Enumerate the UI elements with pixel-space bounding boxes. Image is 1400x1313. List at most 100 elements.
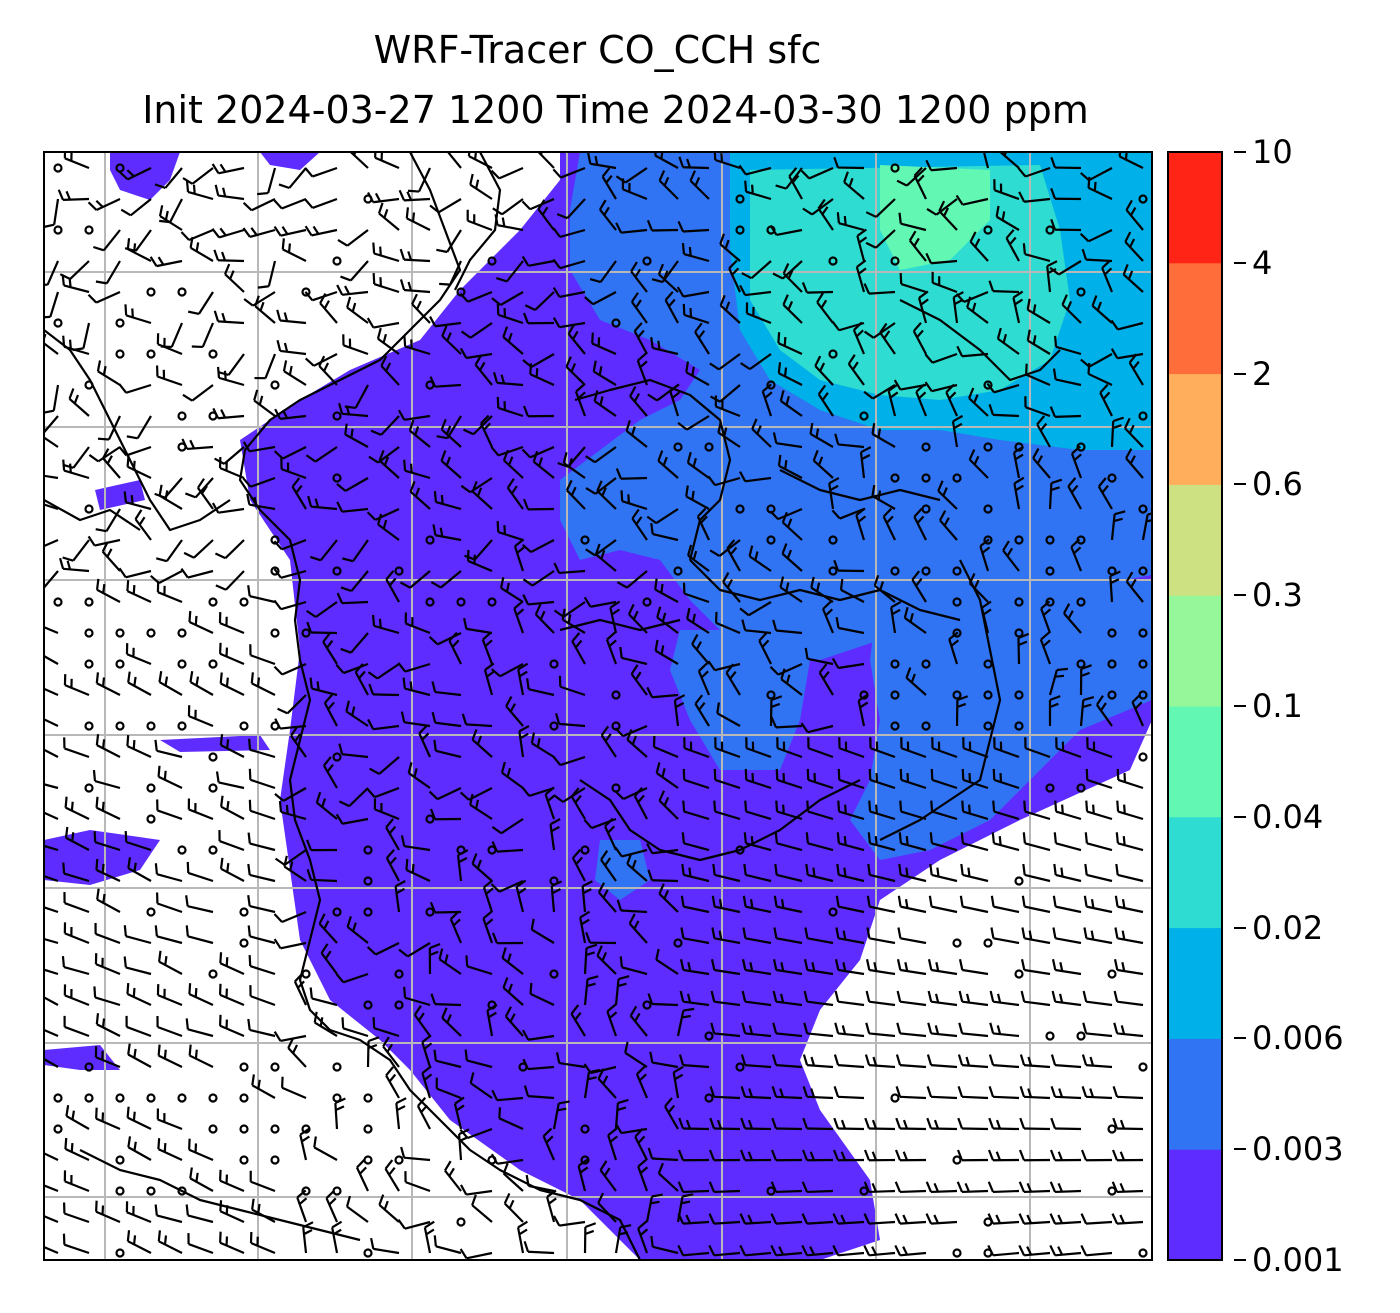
calm-wind-marker	[921, 442, 931, 452]
wind-barb	[863, 1213, 896, 1225]
colorbar-tick-label: 0.6	[1252, 465, 1303, 504]
wind-barb	[191, 322, 215, 349]
wind-barb	[471, 853, 493, 882]
coastline	[689, 559, 961, 622]
wind-barb	[440, 418, 462, 448]
wind-barb	[772, 432, 803, 449]
calm-wind-marker	[84, 225, 94, 235]
calm-wind-marker	[332, 907, 342, 917]
wind-barb	[895, 1117, 927, 1131]
wind-barb	[126, 238, 152, 262]
wind-barb	[126, 455, 152, 479]
wind-barb	[615, 222, 648, 234]
wind-barb	[677, 1244, 710, 1257]
calm-wind-marker	[146, 1186, 156, 1196]
wind-barb	[772, 990, 803, 1007]
calm-wind-marker	[890, 566, 900, 576]
wind-barb	[249, 1170, 276, 1193]
wind-barb	[596, 480, 617, 510]
colorbar-tick-label: 0.1	[1252, 687, 1303, 725]
wind-barb	[905, 667, 927, 696]
calm-wind-marker	[1014, 628, 1024, 638]
wind-barb	[127, 1043, 152, 1068]
calm-wind-marker	[177, 845, 187, 855]
wind-barb	[855, 259, 867, 293]
calm-wind-marker	[332, 566, 342, 576]
calm-wind-marker	[1045, 597, 1055, 607]
wind-barb	[805, 832, 834, 852]
wind-barb	[102, 448, 121, 479]
wind-barb	[87, 290, 121, 304]
calm-wind-marker	[301, 628, 311, 638]
calm-wind-marker	[983, 659, 993, 669]
wind-barb	[370, 415, 400, 436]
calm-wind-marker	[766, 380, 776, 390]
wind-barb	[987, 1149, 1020, 1162]
wind-barb	[546, 1189, 557, 1223]
wind-barb	[637, 1158, 649, 1192]
wind-barb	[1111, 1181, 1144, 1194]
wind-barb	[863, 322, 896, 339]
wind-barb	[803, 990, 834, 1007]
wind-barb	[157, 1044, 183, 1068]
wind-barb	[44, 260, 60, 286]
wind-barb	[654, 639, 679, 665]
wind-barb	[957, 1086, 989, 1100]
wind-barb	[987, 1213, 1020, 1225]
wind-barb	[156, 365, 183, 387]
calm-wind-marker	[580, 535, 590, 545]
wind-barb	[558, 675, 586, 697]
wind-barb	[1018, 1149, 1051, 1162]
wind-barb	[896, 959, 927, 976]
wind-barb	[180, 567, 214, 579]
wind-barb	[600, 725, 617, 758]
wind-barb	[677, 221, 710, 233]
wind-barb	[273, 225, 307, 237]
wind-barb	[871, 422, 896, 448]
wind-barb	[491, 1089, 524, 1102]
wind-barb	[1046, 260, 1058, 293]
wind-barb	[126, 415, 152, 440]
wind-barb	[433, 1235, 462, 1255]
wind-barb	[742, 927, 772, 945]
wind-barb	[676, 1007, 695, 1037]
wind-barb	[804, 647, 834, 666]
wind-barb	[828, 476, 840, 510]
wind-barb	[464, 539, 493, 561]
wind-barb	[864, 1117, 896, 1131]
map-title-line-2: Init 2024-03-27 1200 Time 2024-03-30 120…	[142, 88, 1089, 132]
wind-barb	[1101, 259, 1114, 293]
wind-barb	[658, 883, 679, 913]
wind-barb	[438, 948, 462, 975]
wind-barb	[855, 507, 867, 541]
wind-barb	[219, 642, 245, 666]
wind-barb	[681, 832, 710, 852]
wind-barb	[248, 738, 276, 759]
wind-barb	[555, 1052, 586, 1069]
calm-wind-marker	[115, 1155, 125, 1165]
calm-wind-marker	[84, 721, 94, 731]
calm-wind-marker	[673, 442, 683, 452]
wind-barb	[306, 839, 338, 852]
wind-barb	[1019, 1054, 1051, 1069]
wind-barb	[770, 1213, 803, 1225]
wind-barb	[980, 600, 992, 634]
wind-barb	[253, 389, 276, 417]
wind-barb	[397, 662, 431, 673]
wind-barb	[833, 1054, 865, 1069]
calm-wind-marker	[332, 1062, 342, 1072]
wind-barb	[95, 1200, 121, 1224]
wind-barb	[869, 737, 896, 759]
wind-barb	[806, 768, 834, 790]
wind-barb	[993, 737, 1020, 759]
calm-wind-marker	[115, 1186, 125, 1196]
wind-barb	[948, 631, 960, 665]
wind-barb	[554, 712, 586, 728]
wind-barb	[521, 255, 555, 267]
wind-barb	[629, 386, 648, 417]
wind-barb	[62, 539, 90, 562]
wind-barb	[1026, 298, 1051, 324]
wind-barb	[246, 493, 276, 511]
wind-barb	[125, 1015, 152, 1038]
wind-barb	[871, 484, 896, 510]
